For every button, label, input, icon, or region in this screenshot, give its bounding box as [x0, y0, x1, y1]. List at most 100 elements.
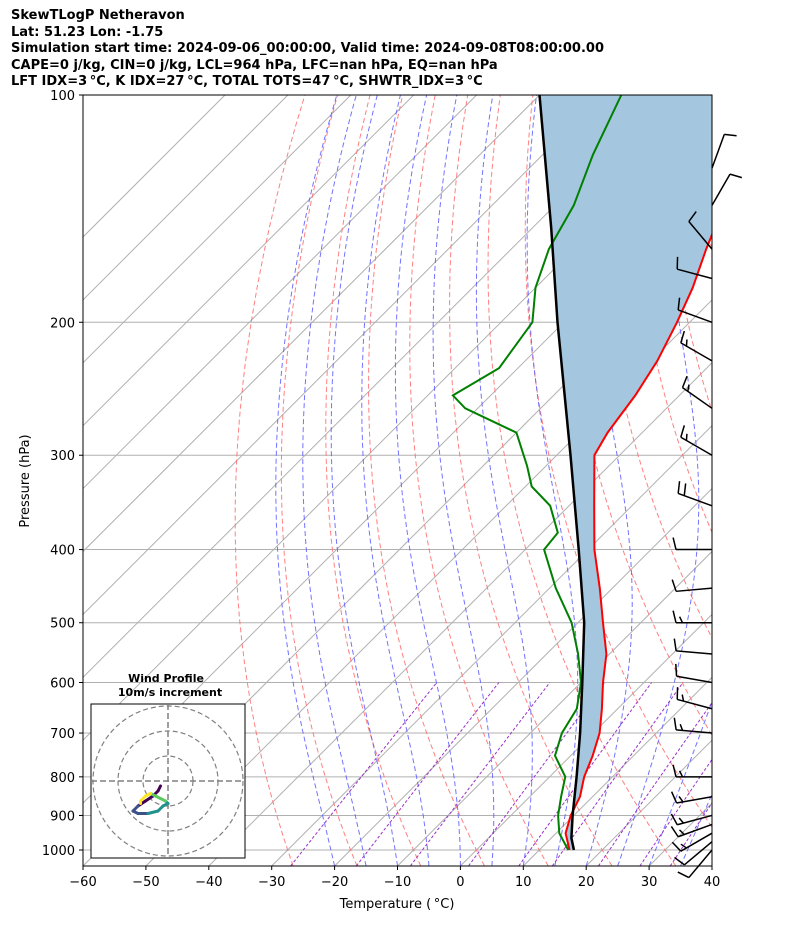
isotherm-gridline	[522, 676, 712, 866]
isotherm-gridline	[83, 95, 603, 616]
x-tick-label: 30	[641, 875, 658, 890]
wind-barb-flag	[677, 871, 690, 879]
wind-barb-flag	[678, 817, 685, 824]
moist-adiabat	[394, 95, 461, 866]
isotherm-gridline	[271, 424, 712, 866]
wind-barb-staff	[680, 832, 713, 852]
title-line-indices: LFT IDX=3 °C, K IDX=27 °C, TOTAL TOTS=47…	[11, 74, 483, 89]
dry-adiabat	[662, 95, 712, 413]
wind-barb	[677, 297, 713, 323]
dry-adiabat	[234, 95, 306, 866]
y-tick-label: 800	[50, 771, 75, 786]
hodograph-segment	[144, 794, 155, 803]
wind-barb-flag	[672, 764, 677, 778]
wind-barb	[671, 832, 713, 852]
temperature-profile	[564, 232, 712, 851]
mixing-ratio-line	[409, 682, 551, 866]
wind-barb-flag	[683, 483, 687, 496]
wind-barb-staff	[711, 173, 731, 206]
isotherm-gridline	[711, 865, 712, 866]
dewpoint-profile	[451, 95, 623, 851]
title-line-station: SkewTLogP Netheravon	[11, 8, 185, 23]
wind-barb-staff	[676, 650, 713, 655]
chart-title: SkewTLogP Netheravon Lat: 51.23 Lon: -1.…	[11, 8, 604, 91]
wind-barb-flag	[680, 425, 686, 438]
moist-adiabat	[302, 95, 367, 866]
isotherm-gridline	[83, 95, 666, 679]
mixing-ratio-line	[639, 758, 712, 866]
dry-adiabat	[524, 95, 712, 829]
y-tick-label: 400	[50, 544, 75, 559]
moist-adiabat	[275, 95, 338, 866]
wind-barb	[675, 663, 713, 684]
cin-shading	[539, 95, 712, 850]
wind-barb-flag	[678, 829, 685, 836]
moist-adiabat	[330, 95, 398, 866]
mixing-ratio-line	[551, 682, 684, 866]
wind-barb-flag	[670, 826, 679, 838]
wind-barb	[671, 579, 713, 593]
grid-layer	[83, 95, 794, 866]
wind-barb-flag	[678, 770, 684, 778]
x-tick-label: 10	[515, 875, 532, 890]
wind-barb-staff	[688, 849, 713, 879]
isotherm-gridline	[83, 95, 289, 301]
wind-barb-flag	[729, 173, 743, 179]
wind-barb-flag	[724, 133, 737, 137]
isotherm-gridline	[397, 550, 712, 866]
profile-layer	[451, 95, 712, 851]
dry-adiabat	[761, 95, 794, 866]
wind-barb-flag	[680, 843, 687, 849]
wind-barb	[670, 823, 713, 838]
isotherm-gridline	[83, 95, 226, 238]
x-tick-label: −10	[384, 875, 411, 890]
wind-barb-flag	[687, 384, 690, 392]
moist-adiabat	[680, 792, 712, 866]
wind-barb-staff	[688, 221, 713, 250]
x-tick-label: −40	[195, 875, 222, 890]
wind-barb	[711, 173, 743, 206]
wind-barb-flag	[673, 717, 677, 731]
mixing-ratio-line	[669, 802, 712, 866]
wind-barb	[673, 717, 713, 734]
y-tick-label: 300	[50, 449, 75, 464]
wind-barb	[670, 791, 713, 804]
wind-barb-staff	[677, 492, 713, 507]
inset-subtitle: 10m/s increment	[118, 686, 222, 699]
wind-barb-flag	[678, 616, 684, 624]
wind-barb-flag	[675, 663, 678, 677]
wind-barb	[680, 330, 713, 362]
isotherm-gridline	[83, 95, 415, 427]
wind-barb-flag	[671, 841, 682, 852]
y-axis-label: Pressure (hPa)	[18, 434, 33, 527]
wind-barb	[670, 813, 713, 826]
wind-barb	[672, 764, 712, 778]
wind-barb-flag	[679, 723, 684, 731]
title-line-location: Lat: 51.23 Lon: -1.75	[11, 24, 164, 40]
y-tick-label: 1000	[42, 844, 75, 859]
wind-barb	[672, 610, 712, 624]
inset-plot	[91, 704, 245, 858]
dry-adiabat	[409, 95, 549, 866]
inset-title: Wind Profile	[128, 672, 204, 685]
y-tick-label: 700	[50, 727, 75, 742]
y-tick-label: 900	[50, 809, 75, 824]
moist-adiabat	[361, 95, 430, 866]
moist-adiabat	[475, 95, 533, 866]
moist-adiabat	[648, 699, 712, 866]
wind-barb	[681, 375, 713, 409]
y-tick-label: 100	[50, 89, 75, 104]
wind-barb-flag	[681, 694, 685, 702]
wind-barb	[674, 841, 713, 866]
wind-barb	[676, 256, 713, 280]
dry-adiabat	[325, 95, 422, 866]
mixing-ratio-line	[355, 682, 500, 866]
wind-barb-flag	[674, 856, 685, 866]
y-tick-label: 600	[50, 677, 75, 692]
title-line-times: Simulation start time: 2024-09-06_00:00:…	[11, 41, 604, 56]
wind-barb-staff	[683, 841, 713, 866]
parcel-profile	[538, 95, 586, 851]
wind-barb-flag	[680, 330, 686, 344]
